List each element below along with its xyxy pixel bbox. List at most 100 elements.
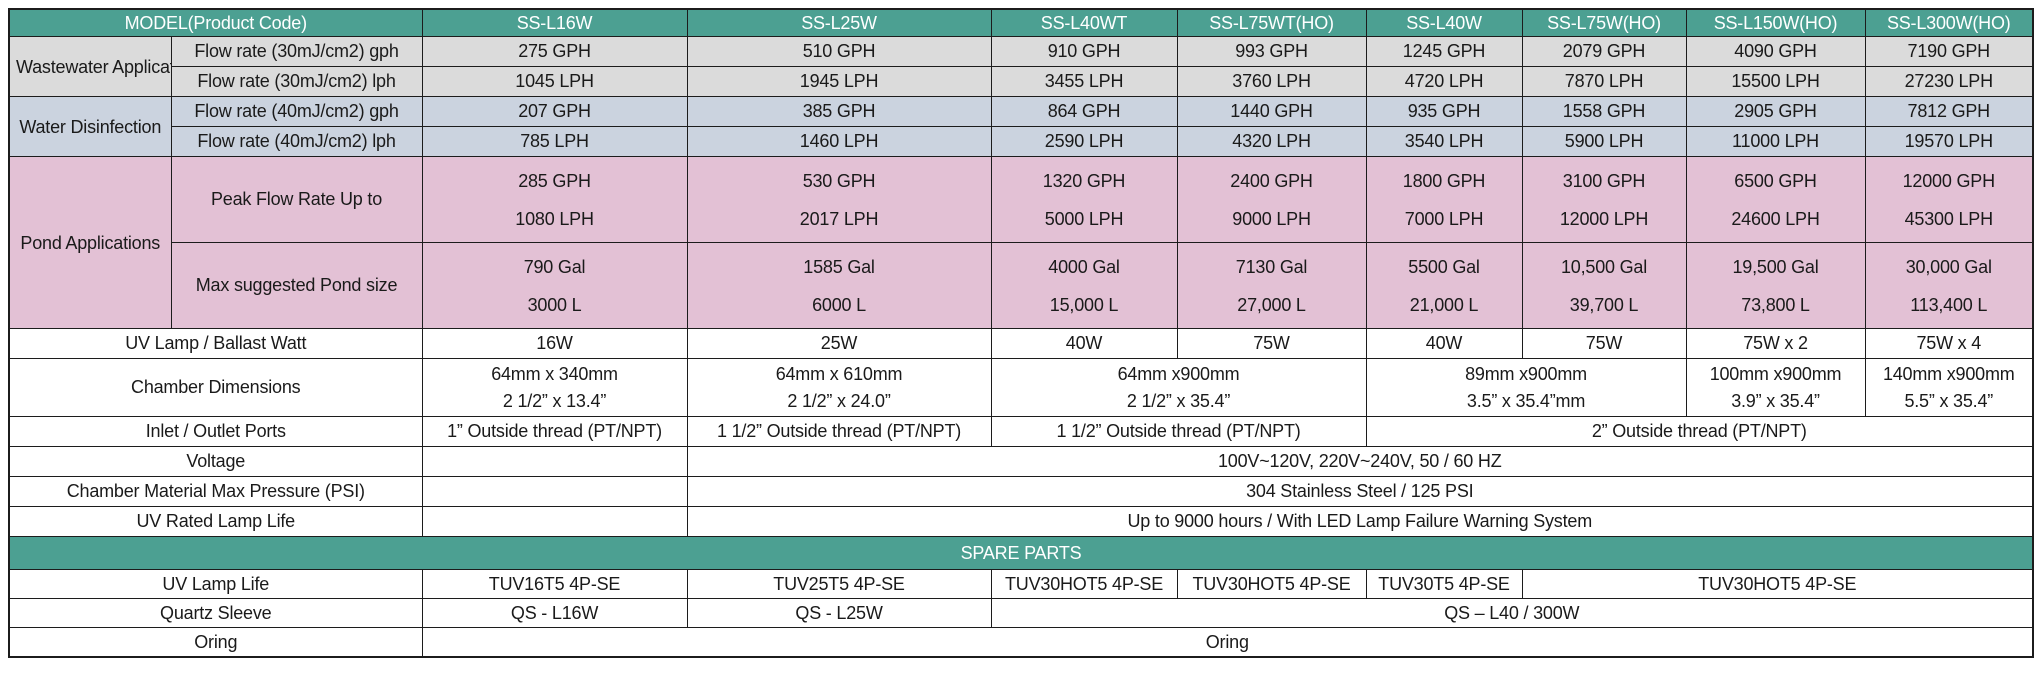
value-cell: QS - L16W	[421, 598, 688, 628]
value-cell: 100V~120V, 220V~240V, 50 / 60 HZ	[686, 446, 2034, 477]
value-line: 5500 Gal	[1408, 256, 1480, 277]
product-header: SS-L25W	[686, 8, 992, 37]
product-header: SS-L75WT(HO)	[1176, 8, 1367, 37]
empty-cell	[421, 506, 688, 537]
value-cell: 3540 LPH	[1365, 126, 1523, 157]
value-cell: TUV30HOT5 4P-SE	[990, 569, 1178, 599]
value-cell: 1245 GPH	[1365, 36, 1523, 67]
product-header: SS-L40W	[1365, 8, 1523, 37]
value-cell: 25W	[686, 328, 992, 359]
value-cell: 75W x 2	[1685, 328, 1866, 359]
value-line: 39,700 L	[1569, 294, 1639, 315]
row-label: Chamber Dimensions	[8, 358, 423, 417]
value-line: 1800 GPH	[1402, 170, 1486, 191]
value-line: 1320 GPH	[1042, 170, 1126, 191]
product-header: SS-L150W(HO)	[1685, 8, 1866, 37]
value-cell: 993 GPH	[1176, 36, 1367, 67]
value-cell: 12000 GPH 45300 LPH	[1864, 156, 2034, 243]
value-line: 2400 GPH	[1230, 170, 1313, 191]
value-line: 6000 L	[812, 294, 866, 315]
value-line: 7000 LPH	[1404, 208, 1484, 229]
value-line: 4000 Gal	[1048, 256, 1120, 277]
value-cell: Up to 9000 hours / With LED Lamp Failure…	[686, 506, 2034, 537]
value-cell: QS – L40 / 300W	[990, 598, 2034, 628]
spare-parts-banner: SPARE PARTS	[8, 536, 2034, 570]
value-cell: 1 1/2” Outside thread (PT/NPT)	[990, 416, 1367, 447]
value-cell: 864 GPH	[990, 96, 1178, 127]
value-line: 30,000 Gal	[1905, 256, 1992, 277]
value-line: 89mm x900mm	[1465, 363, 1587, 384]
value-line: 12000 LPH	[1559, 208, 1649, 229]
row-label: UV Lamp / Ballast Watt	[8, 328, 423, 359]
value-line: 530 GPH	[802, 170, 876, 191]
value-cell: 6500 GPH 24600 LPH	[1685, 156, 1866, 243]
value-cell: 1945 LPH	[686, 66, 992, 97]
value-cell: 15500 LPH	[1685, 66, 1866, 97]
row-label: Quartz Sleeve	[8, 598, 423, 628]
section-label-wastewater: Wastewater Applications	[8, 36, 172, 97]
product-header: SS-L16W	[421, 8, 688, 37]
value-cell: 19,500 Gal 73,800 L	[1685, 242, 1866, 329]
value-cell: 75W	[1521, 328, 1687, 359]
value-cell: 510 GPH	[686, 36, 992, 67]
value-cell: 530 GPH 2017 LPH	[686, 156, 992, 243]
value-cell: Oring	[421, 627, 2034, 658]
value-cell: TUV30T5 4P-SE	[1365, 569, 1523, 599]
value-cell: 2” Outside thread (PT/NPT)	[1365, 416, 2034, 447]
model-header: MODEL(Product Code)	[8, 8, 423, 37]
value-cell: 4000 Gal 15,000 L	[990, 242, 1178, 329]
value-line: 790 Gal	[523, 256, 586, 277]
value-cell: 1 1/2” Outside thread (PT/NPT)	[686, 416, 992, 447]
value-line: 10,500 Gal	[1560, 256, 1648, 277]
value-cell: 1585 Gal 6000 L	[686, 242, 992, 329]
value-cell: 785 LPH	[421, 126, 688, 157]
value-cell: 275 GPH	[421, 36, 688, 67]
value-cell: 5900 LPH	[1521, 126, 1687, 157]
value-cell: 4320 LPH	[1176, 126, 1367, 157]
value-cell: QS - L25W	[686, 598, 992, 628]
row-label: Chamber Material Max Pressure (PSI)	[8, 476, 423, 507]
value-line: 21,000 L	[1409, 294, 1479, 315]
value-cell: 7130 Gal 27,000 L	[1176, 242, 1367, 329]
value-cell: 75W x 4	[1864, 328, 2034, 359]
value-line: 2 1/2” x 13.4”	[502, 390, 607, 411]
value-cell: 910 GPH	[990, 36, 1178, 67]
value-cell: 16W	[421, 328, 688, 359]
value-cell: 935 GPH	[1365, 96, 1523, 127]
value-cell: TUV30HOT5 4P-SE	[1521, 569, 2034, 599]
value-line: 24600 LPH	[1731, 208, 1820, 229]
value-line: 100mm x900mm	[1709, 363, 1842, 384]
row-label: UV Lamp Life	[8, 569, 423, 599]
value-line: 3000 L	[527, 294, 582, 315]
value-cell: 100mm x900mm 3.9” x 35.4”	[1685, 358, 1866, 417]
value-cell: 304 Stainless Steel / 125 PSI	[686, 476, 2034, 507]
value-cell: 790 Gal 3000 L	[421, 242, 688, 329]
value-line: 2 1/2” x 35.4”	[1126, 390, 1231, 411]
value-line: 3.9” x 35.4”	[1731, 390, 1820, 411]
value-line: 19,500 Gal	[1732, 256, 1819, 277]
value-cell: 89mm x900mm 3.5” x 35.4”mm	[1365, 358, 1687, 417]
row-label: Oring	[8, 627, 423, 658]
value-cell: 5500 Gal 21,000 L	[1365, 242, 1523, 329]
value-line: 140mm x900mm	[1882, 363, 2015, 384]
row-label: Peak Flow Rate Up to	[170, 156, 423, 243]
value-line: 5000 LPH	[1044, 208, 1124, 229]
product-header: SS-L40WT	[990, 8, 1178, 37]
value-cell: 207 GPH	[421, 96, 688, 127]
row-label: UV Rated Lamp Life	[8, 506, 423, 537]
value-cell: TUV16T5 4P-SE	[421, 569, 688, 599]
value-cell: 385 GPH	[686, 96, 992, 127]
value-cell: 75W	[1176, 328, 1367, 359]
value-line: 12000 GPH	[1902, 170, 1995, 191]
value-cell: 1” Outside thread (PT/NPT)	[421, 416, 688, 447]
value-line: 45300 LPH	[1904, 208, 1993, 229]
value-cell: 7812 GPH	[1864, 96, 2034, 127]
value-cell: TUV25T5 4P-SE	[686, 569, 992, 599]
value-cell: 3760 LPH	[1176, 66, 1367, 97]
value-cell: 11000 LPH	[1685, 126, 1866, 157]
value-cell: 1045 LPH	[421, 66, 688, 97]
value-line: 64mm x 610mm	[775, 363, 903, 384]
product-spec-table: MODEL(Product Code) SS-L16W SS-L25W SS-L…	[8, 8, 2035, 658]
value-line: 7130 Gal	[1235, 256, 1308, 277]
section-label-water-disinfection: Water Disinfection	[8, 96, 172, 157]
